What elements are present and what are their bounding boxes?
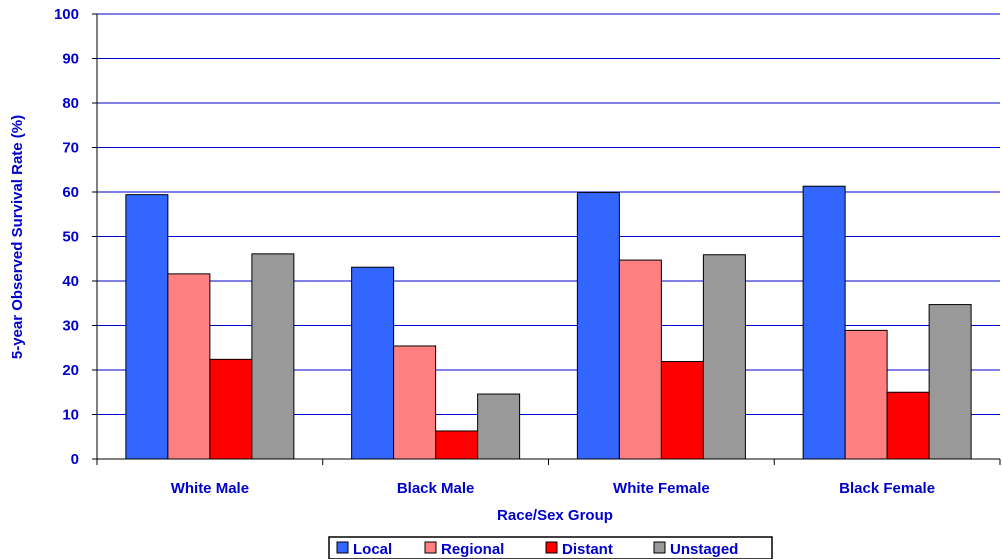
y-tick-labels: 0 10 20 30 40 50 60 70 80 90 100 [54,6,79,468]
bar-unstaged-black-male [477,393,521,460]
y-tick-label: 80 [62,95,79,112]
bar-regional-black-male [393,345,437,460]
y-tick-label: 50 [62,229,79,246]
x-category-label: Black Male [397,480,475,497]
y-tick-label: 60 [62,184,79,201]
legend-swatch-unstaged [653,541,666,554]
bar-local-white-male [125,194,169,460]
legend: Local Regional Distant Unstaged [328,536,773,559]
legend-swatch-regional [424,541,437,554]
y-tick-label: 20 [62,362,79,379]
bar-regional-black-female [844,329,888,460]
axes [92,13,1001,465]
bar-local-white-female [576,191,620,460]
y-tick-label: 90 [62,51,79,68]
x-category-label: White Female [613,480,710,497]
y-axis-title: 5-year Observed Survival Rate (%) [9,115,26,359]
bar-distant-black-male [435,430,479,460]
bar-local-black-male [351,266,395,460]
bar-unstaged-white-male [251,253,295,460]
bar-local-black-female [802,185,846,460]
x-axis-title: Race/Sex Group [497,507,613,524]
bar-regional-white-female [618,259,662,460]
bars [125,185,972,460]
bar-distant-white-male [209,358,253,460]
legend-label-unstaged: Unstaged [670,541,738,558]
y-tick-label: 100 [54,6,79,23]
y-tick-label: 0 [71,451,79,468]
legend-swatch-local [336,541,349,554]
y-tick-label: 40 [62,273,79,290]
x-category-label: White Male [171,480,249,497]
bar-unstaged-black-female [928,304,972,460]
bar-unstaged-white-female [702,254,746,460]
legend-label-regional: Regional [441,541,504,558]
y-tick-label: 70 [62,140,79,157]
y-tick-label: 30 [62,318,79,335]
legend-label-local: Local [353,541,392,558]
bar-distant-black-female [886,391,930,460]
bar-distant-white-female [660,361,704,460]
legend-swatch-distant [545,541,558,554]
y-tick-label: 10 [62,407,79,424]
legend-label-distant: Distant [562,541,613,558]
bar-regional-white-male [167,273,211,460]
x-category-label: Black Female [839,480,935,497]
x-category-labels: White Male Black Male White Female Black Fe… [171,480,935,497]
